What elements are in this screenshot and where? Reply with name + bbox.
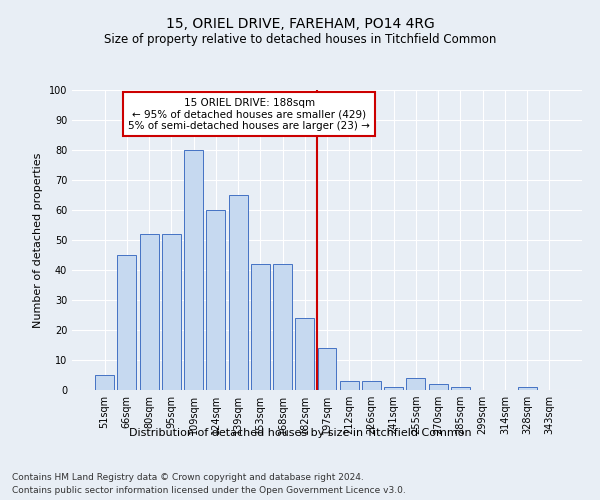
Bar: [317, 348, 337, 390]
Y-axis label: Number of detached properties: Number of detached properties: [33, 152, 43, 328]
Bar: [251, 264, 270, 390]
Bar: [140, 234, 158, 390]
Bar: [206, 210, 225, 390]
Bar: [95, 375, 114, 390]
Text: Contains HM Land Registry data © Crown copyright and database right 2024.: Contains HM Land Registry data © Crown c…: [12, 472, 364, 482]
Bar: [451, 387, 470, 390]
Bar: [384, 387, 403, 390]
Text: 15 ORIEL DRIVE: 188sqm
← 95% of detached houses are smaller (429)
5% of semi-det: 15 ORIEL DRIVE: 188sqm ← 95% of detached…: [128, 98, 370, 130]
Text: Distribution of detached houses by size in Titchfield Common: Distribution of detached houses by size …: [128, 428, 472, 438]
Text: Size of property relative to detached houses in Titchfield Common: Size of property relative to detached ho…: [104, 32, 496, 46]
Bar: [429, 384, 448, 390]
Bar: [273, 264, 292, 390]
Bar: [362, 381, 381, 390]
Text: 15, ORIEL DRIVE, FAREHAM, PO14 4RG: 15, ORIEL DRIVE, FAREHAM, PO14 4RG: [166, 18, 434, 32]
Bar: [229, 195, 248, 390]
Bar: [518, 387, 536, 390]
Bar: [295, 318, 314, 390]
Text: Contains public sector information licensed under the Open Government Licence v3: Contains public sector information licen…: [12, 486, 406, 495]
Bar: [118, 255, 136, 390]
Bar: [162, 234, 181, 390]
Bar: [340, 381, 359, 390]
Bar: [406, 378, 425, 390]
Bar: [184, 150, 203, 390]
